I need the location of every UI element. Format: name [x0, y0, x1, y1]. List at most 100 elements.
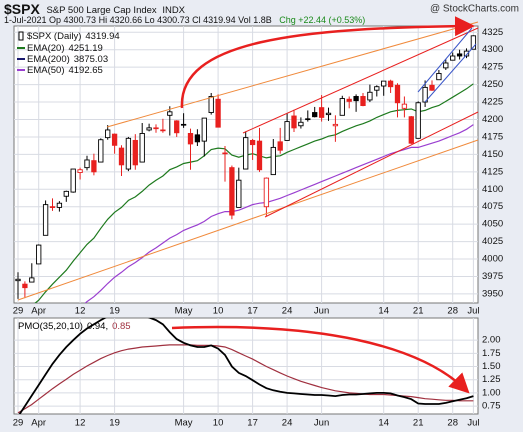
trend-line — [242, 27, 479, 134]
legend-value: 3875.03 — [74, 54, 108, 65]
candle-body — [36, 244, 42, 265]
watermark: @ StockCharts.com — [430, 4, 519, 15]
y-tick-label: 4050 — [482, 219, 503, 230]
candle-body — [56, 202, 63, 208]
x-tick-label: 29 — [13, 306, 24, 317]
candle-body — [339, 98, 345, 116]
candle-body — [49, 206, 56, 208]
candle-body — [201, 117, 207, 142]
candle-body — [353, 96, 359, 102]
candle-body — [367, 91, 373, 101]
candle-body — [291, 115, 297, 129]
candle-body — [208, 96, 214, 113]
legend-entry: EMA(50) 4192.65 — [27, 65, 103, 76]
trend-line — [17, 139, 479, 301]
candle-body — [270, 146, 276, 176]
candle-body — [98, 139, 104, 163]
legend-entry: EMA(200) 3875.03 — [27, 54, 108, 65]
candle-body — [153, 127, 159, 130]
candle-body — [160, 129, 166, 132]
candle-body — [401, 103, 408, 109]
y-tick-label: 4075 — [482, 201, 503, 212]
candle-body — [91, 160, 97, 173]
trend-line — [424, 43, 477, 103]
y-tick-label: 3950 — [482, 288, 503, 299]
candle-body — [222, 152, 228, 155]
y-tick-label: 4025 — [482, 236, 503, 247]
candle-body — [249, 139, 256, 146]
legend-entry: EMA(20) 4251.19 — [27, 43, 103, 54]
legend-entry: $SPX (Daily) 4319.94 — [27, 31, 120, 42]
panels: 3950 3975 4000 4025 4050 4075 4100 4125 4150 4175… — [13, 25, 503, 429]
candle-body — [408, 116, 414, 144]
candle-body — [463, 50, 470, 57]
annotations — [17, 16, 479, 394]
candle-body — [394, 84, 401, 104]
candle-body — [215, 98, 221, 128]
x-tick-label: Jul — [467, 306, 479, 317]
candle-body — [63, 190, 69, 197]
x-tick-label: 19 — [109, 418, 120, 429]
candle-body — [194, 134, 201, 143]
x-tick-label: 14 — [378, 306, 389, 317]
candle-body — [15, 278, 21, 282]
candle-body — [415, 102, 421, 139]
y-tick-label: 1.25 — [482, 374, 501, 385]
y-tick-label: 4000 — [482, 254, 503, 265]
legend-value: 0.85 — [112, 321, 131, 332]
candle-body — [111, 133, 118, 146]
panel: 0.75 1.00 1.25 1.50 1.75 2.00 29 Apr 12 19 May 10 17… — [13, 317, 501, 429]
candle-body — [146, 127, 152, 131]
y-tick-label: 4250 — [482, 79, 503, 90]
plot-area — [13, 317, 479, 415]
y-tick-label: 4225 — [482, 97, 503, 108]
y-tick-label: 4300 — [482, 44, 503, 55]
candle-body — [325, 112, 332, 116]
exchange: INDX — [162, 5, 185, 16]
legend-value: 4192.65 — [68, 65, 102, 76]
change: Chg +22.44 (+0.53%) — [279, 15, 365, 25]
x-tick-label: Apr — [31, 306, 46, 317]
candle-body — [236, 179, 242, 208]
x-tick-label: 29 — [13, 418, 24, 429]
candle-body — [284, 121, 290, 141]
y-tick-label: 4150 — [482, 149, 503, 160]
y-tick-label: 4100 — [482, 184, 503, 195]
candle-body — [22, 283, 28, 289]
candle-body — [277, 141, 283, 151]
legend-name: EMA(50) — [27, 65, 64, 76]
x-tick-label: 10 — [213, 306, 224, 317]
candle-body — [180, 123, 187, 126]
candle-body — [450, 55, 456, 61]
x-tick-label: 28 — [447, 306, 458, 317]
candle-body — [84, 159, 90, 169]
legend-value: 0.94, — [87, 321, 108, 332]
legend-swatch — [18, 31, 24, 41]
x-tick-label: 24 — [282, 306, 293, 317]
y-tick-label: 4175 — [482, 131, 503, 142]
y-tick-label: 3975 — [482, 271, 503, 282]
candle-body — [77, 169, 83, 173]
x-tick-label: Jul — [467, 418, 479, 429]
x-tick-label: 12 — [75, 306, 86, 317]
legend-entry: PMO(35,20,10) 0.94, 0.85 — [18, 321, 131, 332]
x-tick-label: 14 — [378, 418, 389, 429]
y-tick-label: 4275 — [482, 62, 503, 73]
y-tick-label: 1.00 — [482, 387, 501, 398]
y-tick-label: 1.75 — [482, 348, 501, 359]
legend-name: EMA(20) — [27, 43, 64, 54]
candle-body — [125, 137, 132, 170]
x-tick-label: 19 — [109, 306, 120, 317]
legend-value: 4251.19 — [68, 43, 102, 54]
x-tick-label: Apr — [31, 418, 46, 429]
candle-body — [360, 96, 366, 106]
line — [18, 318, 474, 414]
x-tick-label: 28 — [447, 418, 458, 429]
x-tick-label: 17 — [247, 306, 258, 317]
trend-line — [106, 21, 479, 128]
candle-body — [318, 107, 325, 118]
y-tick-label: 4325 — [482, 27, 503, 38]
y-tick-label: 4125 — [482, 166, 503, 177]
x-tick-label: Jun — [314, 306, 329, 317]
candle-body — [443, 62, 449, 69]
